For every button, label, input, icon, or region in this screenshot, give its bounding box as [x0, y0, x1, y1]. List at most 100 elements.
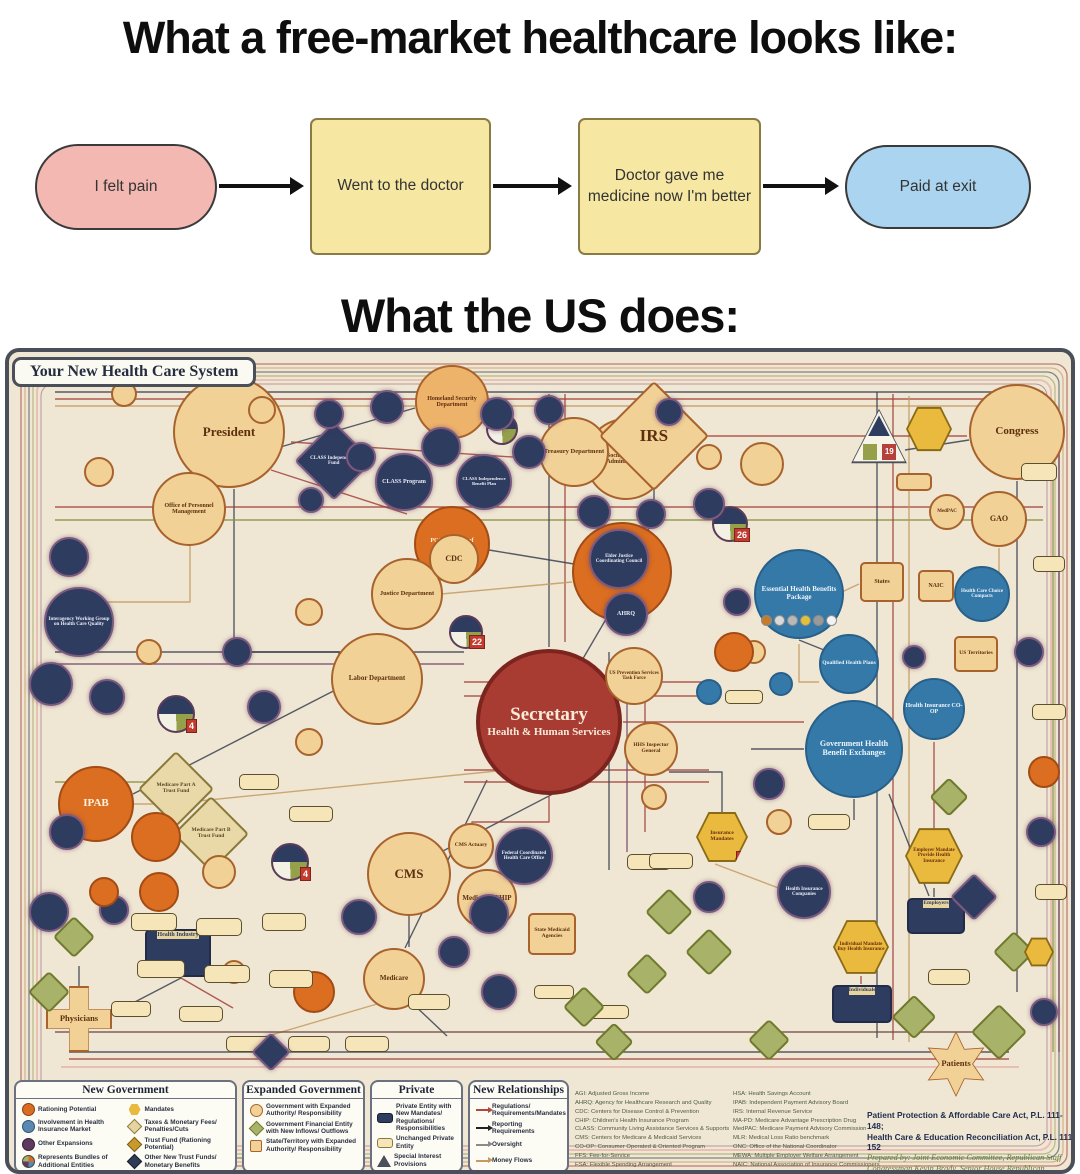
cms-node: CMS — [367, 832, 451, 916]
legend-item: Government with Expanded Authority/ Resp… — [249, 1103, 358, 1118]
diagram-node — [248, 396, 276, 424]
acronym-line: HSA: Health Savings Account — [733, 1091, 811, 1097]
diagram-node — [636, 499, 666, 529]
diagram-node — [1032, 704, 1066, 720]
diagram-node — [928, 969, 970, 985]
insurance-mandates-node: Insurance Mandates 17 — [696, 812, 748, 862]
count-badge: 4 — [185, 719, 197, 733]
diagram-node — [370, 390, 404, 424]
diagram-node — [438, 936, 470, 968]
president-node: President — [173, 376, 285, 488]
diagram-node — [204, 965, 250, 983]
diagram-node — [408, 994, 450, 1010]
diagram-node — [641, 784, 667, 810]
ahrq-node: AHRQ — [604, 592, 648, 636]
free-market-title: What a free-market healthcare looks like… — [122, 12, 958, 63]
legend-section-new-government: New Government Rationing Potential Mandate… — [14, 1080, 237, 1170]
homeland-security-node: Homeland Security Department — [415, 365, 489, 439]
medpac-node: MedPAC — [929, 494, 965, 530]
diagram-node — [747, 1018, 791, 1062]
diagram-node — [346, 442, 376, 472]
acronym-line: NIH: National Institutes of Health — [733, 1170, 819, 1174]
acronym-line: MEWA: Multiple Employer Welfare Arrangem… — [733, 1153, 859, 1160]
acronym-line: AHRQ: Agency for Healthcare Research and… — [575, 1099, 712, 1106]
us-system-chart: Your New Health Care System President Hom… — [5, 348, 1075, 1174]
legend-item: Reporting Requirements — [475, 1121, 566, 1136]
legend-section-new-relationships: New Relationships Regulations/ Requiremen… — [468, 1080, 569, 1170]
diagram-node — [84, 457, 114, 487]
diagram-node — [89, 877, 119, 907]
diagram-node — [1014, 637, 1044, 667]
diagram-node — [202, 855, 236, 889]
us-system-title: What the US does: — [340, 289, 740, 342]
special-interest-triangle-node: 19 — [851, 408, 907, 464]
class-program-node: CLASS Program — [375, 453, 433, 511]
legend-item: Trust Fund (Rationing Potential) — [126, 1136, 231, 1152]
diagram-node — [196, 918, 242, 936]
chart-title-tab: Your New Health Care System — [12, 357, 257, 387]
diagram-node — [341, 899, 377, 935]
flow-step-got-medicine: Doctor gave me medicine now I'm better — [578, 118, 761, 255]
legend-item: Other Expansions — [21, 1137, 124, 1151]
diagram-node — [469, 894, 509, 934]
diagram-node — [684, 927, 734, 977]
bundle-pie-node: 22 — [449, 615, 485, 649]
diagram-node — [808, 814, 850, 830]
diagram-node — [693, 881, 725, 913]
us-territories-node: US Territories — [954, 636, 998, 672]
treasury-department-node: Treasury Department — [539, 417, 609, 487]
diagram-node — [131, 913, 177, 931]
arrow-black-icon — [475, 1122, 493, 1135]
legend-item: Mandates — [128, 1103, 231, 1116]
diagram-node — [891, 994, 937, 1040]
diagram-node — [89, 679, 125, 715]
flow-step-went-to-doctor: Went to the doctor — [310, 118, 491, 255]
circle-tan-icon — [249, 1103, 263, 1117]
diagram-node — [625, 952, 669, 996]
individuals-node: Individuals — [832, 985, 892, 1023]
legend-item: Regulations/ Requirements/Mandates — [475, 1103, 566, 1118]
square-tan-icon — [249, 1139, 263, 1152]
diagram-node — [534, 985, 574, 999]
legend-section-title: Expanded Government — [244, 1082, 363, 1099]
attribution-credit-line: Prepared by: Joint Economic Committee, R… — [867, 1153, 1062, 1163]
legend-item: Taxes & Monetary Fees/ Penalties/Cuts — [126, 1118, 231, 1135]
diamond-tan-icon — [126, 1118, 143, 1135]
diagram-node — [655, 398, 683, 426]
legend-item: State/Territory with Expanded Authority/… — [249, 1138, 358, 1153]
naic-node: NAIC — [918, 570, 954, 602]
diagram-node — [345, 1036, 389, 1052]
acronym-line: FFS: Fee-for-Service — [575, 1153, 630, 1160]
bundle-pie-node: 4 — [271, 843, 311, 881]
acronym-line: CLASS: Community Living Assistance Servi… — [575, 1126, 730, 1133]
diagram-node — [753, 768, 785, 800]
diagram-node — [262, 913, 306, 931]
acronym-key: AGI: Adjusted Gross Income AHRQ: Agency f… — [575, 1090, 881, 1174]
diagram-node — [769, 672, 793, 696]
attribution-credit-line: Congressman Kevin Brady, Senior House Re… — [867, 1163, 1045, 1173]
circle-blue-icon — [21, 1119, 35, 1133]
diagram-node — [137, 960, 185, 978]
flow-arrow-icon — [493, 177, 572, 195]
gao-node: GAO — [971, 491, 1027, 547]
legend-item: Represents Bundles of Additional Entitie… — [21, 1154, 124, 1169]
acronym-line: ONC: Office of the National Coordinator — [733, 1144, 837, 1151]
legend-item: Special Interest Provisions — [377, 1153, 456, 1168]
acronym-line: CO-OP: Consumer Operated & Oriented Prog… — [575, 1144, 705, 1151]
circle-multi-icon — [21, 1155, 35, 1169]
diagram-node — [723, 588, 751, 616]
diagram-node — [1024, 937, 1054, 967]
legend-item: Unchanged Private Entity — [377, 1135, 456, 1150]
diagram-node — [696, 444, 722, 470]
acronym-line: MLR: Medical Loss Ratio benchmark — [733, 1135, 830, 1142]
diagram-node — [139, 872, 179, 912]
diagram-node — [534, 395, 564, 425]
diagram-node — [247, 690, 281, 724]
diagram-node — [480, 397, 514, 431]
diagram-node — [49, 814, 85, 850]
circle-orange-icon — [21, 1103, 35, 1116]
diagram-node — [298, 487, 324, 513]
flow-arrow-icon — [219, 177, 304, 195]
acronym-line: GAO: Government Accountability Office — [575, 1170, 679, 1174]
essential-health-benefits-node: Essential Health Benefits Package — [754, 549, 844, 639]
